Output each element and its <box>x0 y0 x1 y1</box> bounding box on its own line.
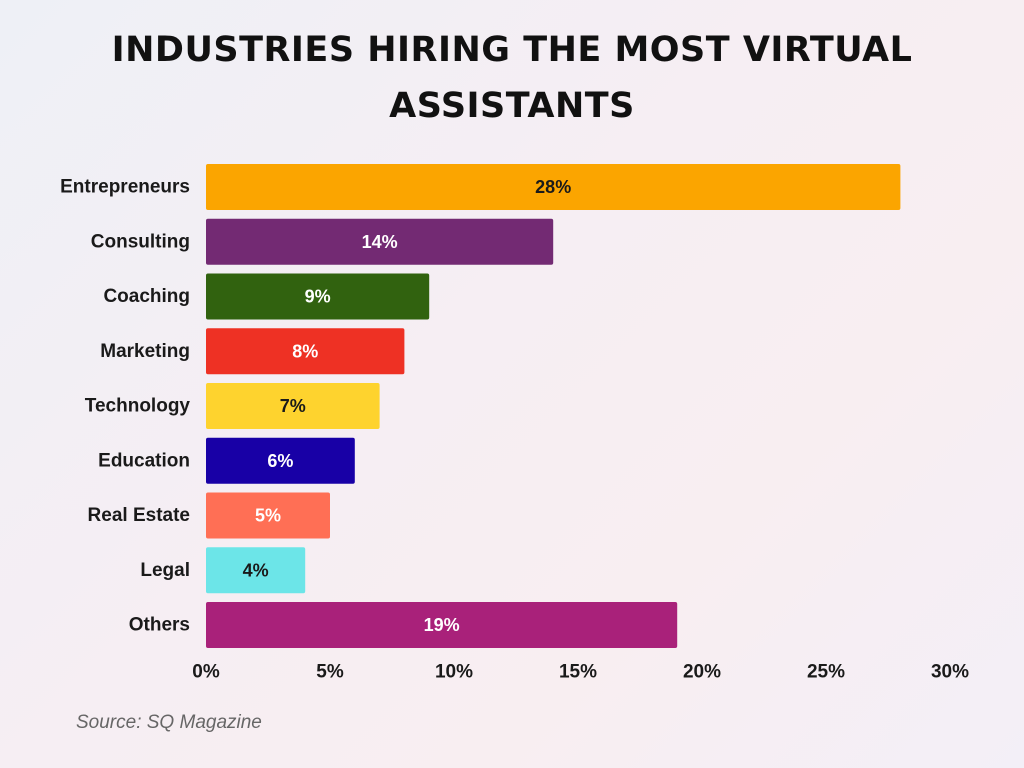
x-tick-label: 15% <box>559 662 597 683</box>
category-label: Consulting <box>91 231 190 252</box>
x-tick-label: 5% <box>316 662 344 683</box>
category-label: Others <box>129 615 190 636</box>
chart-title: INDUSTRIES HIRING THE MOST VIRTUAL ASSIS… <box>111 30 913 126</box>
data-label: 6% <box>267 451 293 471</box>
bar-row: Entrepreneurs 28% <box>60 164 901 210</box>
x-tick-label: 20% <box>683 662 721 683</box>
data-label: 14% <box>362 232 398 252</box>
category-label: Coaching <box>103 286 190 307</box>
bar <box>206 383 380 429</box>
bar <box>206 328 405 375</box>
bar-row: Real Estate 5% <box>88 492 330 539</box>
x-tick-label: 10% <box>435 662 473 683</box>
data-label: 5% <box>255 506 281 526</box>
data-label: 4% <box>243 560 269 580</box>
category-label: Technology <box>85 396 191 417</box>
x-tick-label: 30% <box>931 662 969 683</box>
bar <box>206 273 430 320</box>
bar <box>206 602 678 648</box>
x-tick-label: 0% <box>192 662 220 683</box>
source-note: Source: SQ Magazine <box>76 712 262 733</box>
data-label: 7% <box>280 396 306 416</box>
data-label: 28% <box>535 177 571 197</box>
data-label: 19% <box>424 615 460 635</box>
category-label: Real Estate <box>88 505 190 526</box>
bar <box>206 492 330 539</box>
bar <box>206 547 306 594</box>
bar-row: Consulting 14% <box>91 218 554 265</box>
data-label: 9% <box>305 287 331 307</box>
x-tick-label: 25% <box>807 662 845 683</box>
bar-row: Technology 7% <box>85 383 380 429</box>
bar <box>206 437 355 484</box>
category-label: Legal <box>140 560 190 581</box>
bar-row: Coaching 9% <box>103 273 430 320</box>
bar-row: Legal 4% <box>140 547 306 594</box>
category-label: Education <box>98 450 190 471</box>
bar-row: Education 6% <box>98 437 355 484</box>
bar <box>206 218 554 265</box>
bar <box>206 164 901 210</box>
bar-row: Marketing 8% <box>100 328 405 375</box>
category-label: Entrepreneurs <box>60 177 190 198</box>
bar-row: Others 19% <box>129 602 678 648</box>
category-label: Marketing <box>100 341 190 362</box>
data-label: 8% <box>292 341 318 361</box>
